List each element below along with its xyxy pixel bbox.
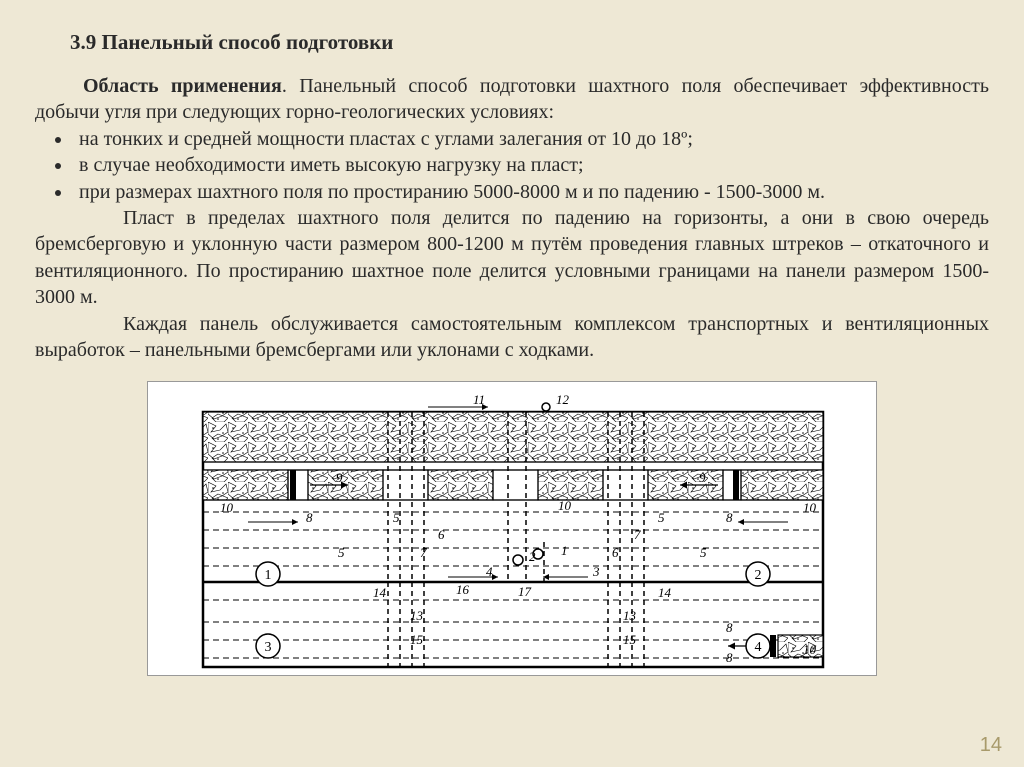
svg-text:6: 6 xyxy=(612,545,619,560)
bullet-item: при размерах шахтного поля по простирани… xyxy=(73,179,989,205)
svg-text:5: 5 xyxy=(700,545,707,560)
svg-text:15: 15 xyxy=(623,632,637,647)
paragraph-2: Пласт в пределах шахтного поля делится п… xyxy=(35,205,989,311)
diagram-wrap: 1234 11129910101088556677551234141416171… xyxy=(35,381,989,676)
svg-text:9: 9 xyxy=(336,470,343,485)
p1-lead: Область применения xyxy=(83,75,282,97)
paragraph-1: Область применения. Панельный способ под… xyxy=(35,73,989,126)
svg-text:3: 3 xyxy=(592,564,600,579)
svg-text:13: 13 xyxy=(623,608,637,623)
svg-text:16: 16 xyxy=(456,582,470,597)
svg-text:6: 6 xyxy=(438,527,445,542)
svg-text:1: 1 xyxy=(265,568,272,583)
svg-text:10: 10 xyxy=(803,642,817,657)
mining-diagram: 1234 11129910101088556677551234141416171… xyxy=(147,381,877,676)
bullet-item: на тонких и средней мощности пластах с у… xyxy=(73,126,989,152)
svg-text:13: 13 xyxy=(410,608,424,623)
svg-text:4: 4 xyxy=(486,564,493,579)
svg-text:5: 5 xyxy=(338,545,345,560)
svg-text:7: 7 xyxy=(634,527,641,542)
paragraph-3: Каждая панель обслуживается самостоятель… xyxy=(35,311,989,364)
svg-text:2: 2 xyxy=(529,549,536,564)
svg-text:8: 8 xyxy=(306,510,313,525)
svg-text:11: 11 xyxy=(473,392,485,407)
svg-text:5: 5 xyxy=(393,510,400,525)
svg-text:9: 9 xyxy=(699,470,706,485)
svg-text:15: 15 xyxy=(410,632,424,647)
svg-text:8: 8 xyxy=(726,620,733,635)
svg-text:3: 3 xyxy=(265,640,272,655)
bullet-list: на тонких и средней мощности пластах с у… xyxy=(35,126,989,205)
page-content: 3.9 Панельный способ подготовки Область … xyxy=(0,0,1024,676)
rubble-row xyxy=(203,470,823,500)
svg-text:8: 8 xyxy=(726,650,733,665)
svg-text:17: 17 xyxy=(518,584,532,599)
svg-text:5: 5 xyxy=(658,510,665,525)
svg-text:4: 4 xyxy=(755,640,762,655)
svg-text:14: 14 xyxy=(373,585,387,600)
svg-text:2: 2 xyxy=(755,568,762,583)
section-title: 3.9 Панельный способ подготовки xyxy=(70,30,989,55)
bullet-item: в случае необходимости иметь высокую наг… xyxy=(73,152,989,178)
svg-text:10: 10 xyxy=(803,500,817,515)
page-number: 14 xyxy=(980,734,1002,757)
svg-text:1: 1 xyxy=(561,543,568,558)
svg-text:10: 10 xyxy=(558,498,572,513)
svg-text:12: 12 xyxy=(556,392,570,407)
svg-text:10: 10 xyxy=(220,500,234,515)
svg-text:8: 8 xyxy=(726,510,733,525)
svg-text:7: 7 xyxy=(420,545,427,560)
svg-text:14: 14 xyxy=(658,585,672,600)
